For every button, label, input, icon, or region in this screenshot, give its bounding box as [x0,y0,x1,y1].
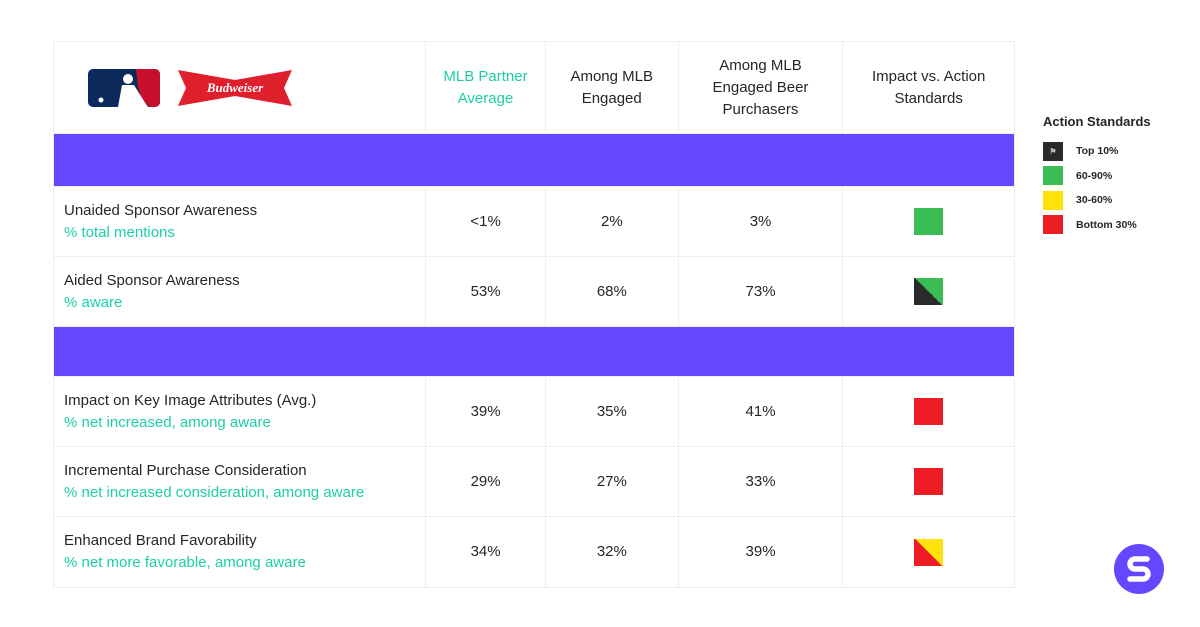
yellow-swatch [1043,190,1063,210]
metric-subtitle: % net more favorable, among aware [64,554,306,571]
standard-indicator-black-green [914,278,944,305]
col-header-partner-average: MLB Partner Average [425,42,545,133]
col-header-beer-purchasers: Among MLB Engaged Beer Purchasers [677,42,843,133]
value-partner-average: 39% [425,377,545,446]
table-row: Incremental Purchase Consideration % net … [54,447,1014,517]
legend-label: 60-90% [1076,169,1113,182]
logos-cell: Budweiser [54,42,425,133]
metric-subtitle: % net increased consideration, among awa… [64,483,365,501]
col-header-impact: Impact vs. Action Standards [842,42,1014,133]
value-engaged: 32% [544,517,678,587]
metric-title: Aided Sponsor Awareness [64,271,240,289]
col-header-engaged: Among MLB Engaged [544,42,678,133]
standard-indicator-red-yellow [914,538,944,566]
value-beer-purchasers: 41% [677,377,843,446]
metric-title: Unaided Sponsor Awareness [64,201,258,219]
legend-label: Top 10% [1076,145,1119,158]
flag-icon: ⚑ [1043,141,1063,161]
standard-indicator-green [914,208,944,235]
section-band-awareness [54,134,1014,187]
value-beer-purchasers: 3% [677,187,843,256]
legend-item: ⚑ Top 10% [1043,139,1151,164]
legend-label: Bottom 30% [1076,218,1137,231]
value-beer-purchasers: 39% [677,517,843,587]
brand-logo-icon [1114,544,1164,594]
metric-subtitle: % net increased, among aware [64,413,271,431]
metric-title: Enhanced Brand Favorability [64,532,257,549]
legend-item: Bottom 30% [1043,213,1151,238]
mlb-logo [88,68,160,107]
budweiser-logo: Budweiser [178,69,292,106]
red-swatch [1043,215,1063,235]
legend-label: 30-60% [1076,194,1113,207]
section-band-impact [54,327,1014,377]
value-engaged: 68% [544,257,678,326]
standard-indicator-red [914,398,944,425]
metric-subtitle: % aware [64,293,123,311]
value-beer-purchasers: 73% [677,257,843,326]
svg-text:Budweiser: Budweiser [206,80,264,95]
standard-indicator-red [914,468,944,495]
table-header: Budweiser MLB Partner Average Among MLB … [54,42,1014,134]
value-engaged: 35% [544,377,678,446]
metric-title: Incremental Purchase Consideration [64,461,307,479]
legend-item: 60-90% [1043,164,1151,189]
table-row: Enhanced Brand Favorability % net more fa… [54,517,1014,587]
value-partner-average: <1% [425,187,545,256]
green-swatch [1043,166,1063,186]
value-partner-average: 29% [425,447,545,516]
legend-title: Action Standards [1043,114,1151,129]
legend-item: 30-60% [1043,188,1151,213]
value-engaged: 2% [544,187,678,256]
results-table: Budweiser MLB Partner Average Among MLB … [53,41,1015,588]
value-engaged: 27% [544,447,678,516]
table-row: Unaided Sponsor Awareness % total mention… [54,187,1014,257]
action-standards-legend: Action Standards ⚑ Top 10% 60-90% 30-60% … [1043,114,1151,237]
table-row: Aided Sponsor Awareness % aware 53% 68% 7… [54,257,1014,327]
metric-subtitle: % total mentions [64,223,175,241]
value-beer-purchasers: 33% [677,447,843,516]
table-row: Impact on Key Image Attributes (Avg.) % n… [54,377,1014,447]
metric-title: Impact on Key Image Attributes (Avg.) [64,391,317,409]
value-partner-average: 53% [425,257,545,326]
value-partner-average: 34% [425,517,545,587]
